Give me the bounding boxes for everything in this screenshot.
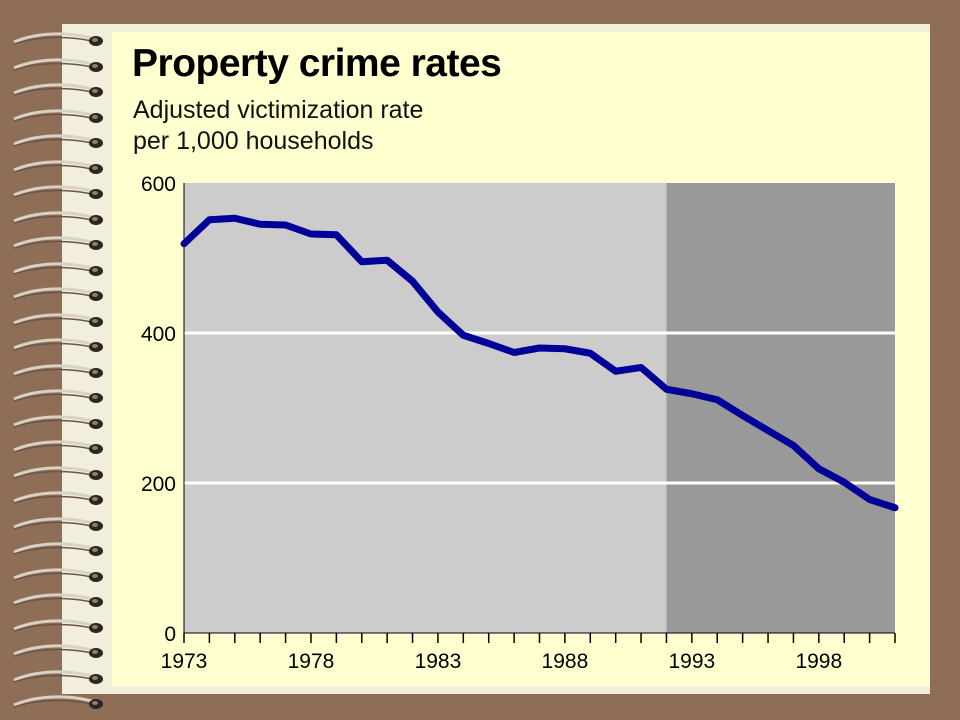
spiral-ring	[13, 108, 103, 123]
data-point	[562, 346, 567, 351]
spiral-ring	[13, 287, 103, 301]
y-tick-label: 600	[141, 173, 176, 196]
spiral-ring	[13, 669, 103, 684]
data-point	[893, 505, 897, 510]
chart-subtitle-line-2: per 1,000 households	[133, 127, 374, 155]
x-tick-label: 1988	[542, 650, 589, 673]
spiral-ring	[13, 312, 103, 327]
data-point	[740, 413, 745, 418]
spiral-ring	[13, 593, 103, 607]
y-tick-label: 400	[141, 323, 176, 346]
data-point	[639, 365, 644, 370]
x-tick-label: 1978	[288, 650, 335, 673]
data-point	[791, 443, 796, 448]
data-point	[842, 480, 847, 485]
spiral-ring	[13, 440, 103, 454]
data-point	[537, 346, 542, 350]
spiral-ring	[13, 516, 103, 531]
spiral-ring	[13, 236, 103, 250]
data-point	[766, 428, 771, 433]
data-point	[334, 232, 339, 237]
spiral-ring	[13, 695, 103, 709]
data-point	[359, 259, 364, 264]
x-tick-label: 1998	[795, 650, 842, 673]
shaded-region-2	[666, 183, 895, 633]
data-point	[461, 333, 466, 338]
data-point	[258, 222, 263, 227]
spiral-ring	[13, 134, 103, 148]
spiral-ring	[13, 32, 103, 46]
data-point	[664, 387, 669, 392]
x-tick-label: 1973	[161, 650, 208, 673]
data-point	[588, 351, 593, 356]
shaded-region-1	[184, 183, 667, 633]
spiral-ring	[13, 261, 103, 276]
data-point	[232, 216, 237, 221]
spiral-ring	[13, 83, 103, 97]
spiral-ring	[13, 644, 103, 658]
data-point	[689, 391, 694, 396]
spiral-ring	[13, 491, 103, 505]
spiral-ring	[13, 57, 103, 72]
spiral-ring	[13, 363, 103, 378]
x-tick-label: 1983	[415, 650, 462, 673]
y-tick-label: 0	[164, 623, 176, 646]
data-point	[410, 279, 415, 284]
chart-subtitle-line-1: Adjusted victimization rate	[133, 96, 424, 124]
spiral-ring	[13, 542, 103, 556]
spiral-ring	[13, 185, 103, 199]
data-point	[867, 497, 872, 502]
data-point	[283, 223, 288, 227]
data-point	[512, 350, 517, 355]
spiral-ring	[13, 465, 103, 480]
data-point	[308, 232, 313, 236]
chart-title: Property crime rates	[132, 42, 502, 85]
spiral-ring	[13, 618, 103, 633]
spiral-ring	[13, 389, 103, 403]
data-point	[816, 466, 821, 471]
spiral-ring	[13, 338, 103, 352]
spiral-ring	[13, 159, 103, 174]
spiral-ring	[13, 210, 103, 225]
data-point	[435, 310, 440, 314]
data-point	[207, 217, 212, 222]
data-point	[613, 369, 618, 374]
data-point	[182, 241, 186, 246]
data-point	[486, 341, 491, 346]
spiral-ring	[13, 567, 103, 582]
spiral-ring	[13, 414, 103, 429]
y-tick-label: 200	[141, 473, 176, 496]
data-point	[385, 258, 390, 263]
x-tick-label: 1993	[668, 650, 715, 673]
data-point	[715, 397, 720, 402]
